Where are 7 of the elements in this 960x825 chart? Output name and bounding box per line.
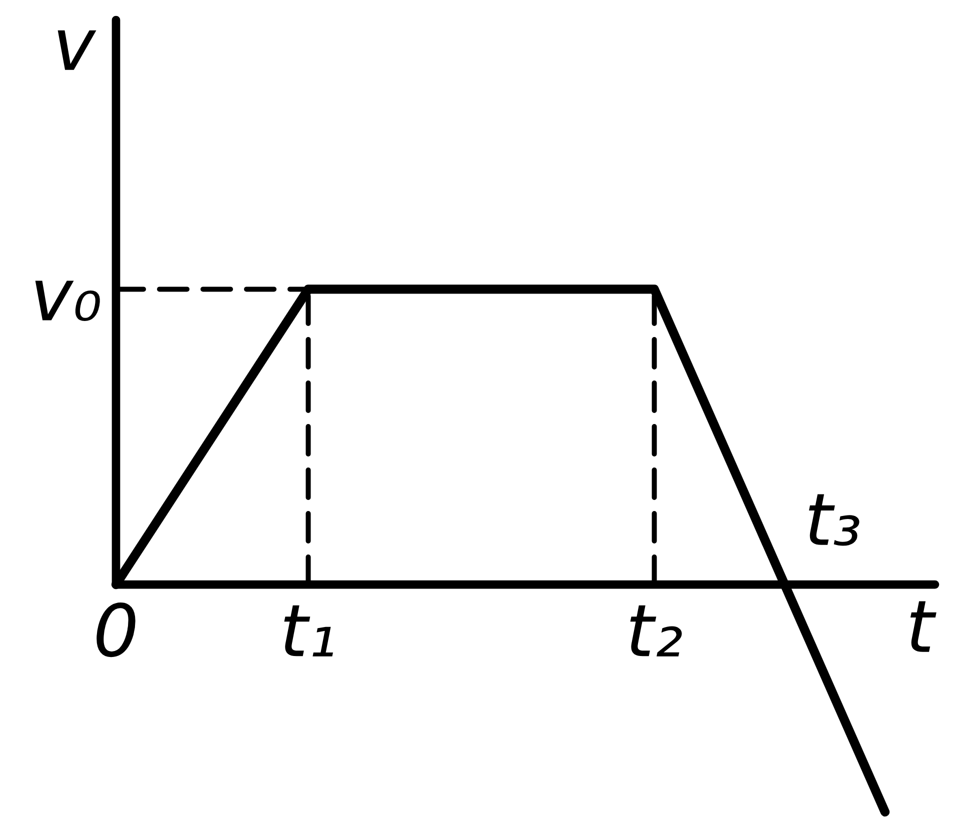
x-tick-label: t₁ <box>284 605 334 656</box>
x-tick-label: t₂ <box>630 605 682 656</box>
y-axis-title: v <box>58 30 96 70</box>
annotation: t₃ <box>808 494 860 546</box>
x-tick-label: 0 <box>96 602 136 658</box>
x-axis-title: t <box>910 601 936 652</box>
ref-line-label: v₀ <box>35 280 100 322</box>
